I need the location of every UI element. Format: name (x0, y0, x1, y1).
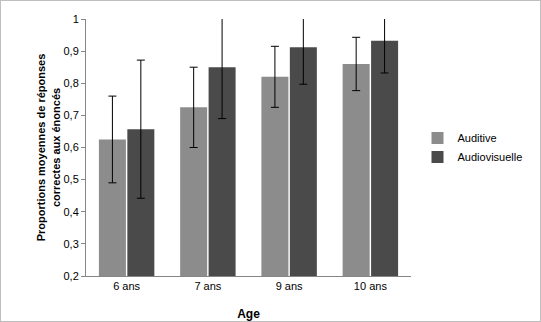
svg-text:9 ans: 9 ans (276, 280, 303, 292)
svg-text:0,4: 0,4 (64, 206, 79, 218)
svg-text:0,3: 0,3 (64, 238, 79, 250)
svg-text:Auditive: Auditive (458, 132, 497, 144)
svg-text:6 ans: 6 ans (113, 280, 140, 292)
svg-text:0,9: 0,9 (64, 45, 79, 57)
svg-text:0,8: 0,8 (64, 77, 79, 89)
svg-text:Audiovisuelle: Audiovisuelle (458, 151, 523, 163)
svg-text:0,6: 0,6 (64, 141, 79, 153)
svg-text:10 ans: 10 ans (354, 280, 388, 292)
svg-text:Age: Age (237, 307, 260, 321)
svg-text:0,2: 0,2 (64, 270, 79, 282)
svg-text:Proportions moyennes de répons: Proportions moyennes de réponsescorrecte… (35, 54, 61, 242)
svg-text:7 ans: 7 ans (194, 280, 221, 292)
svg-text:0,5: 0,5 (64, 173, 79, 185)
svg-text:0,7: 0,7 (64, 109, 79, 121)
svg-text:1: 1 (73, 13, 79, 25)
